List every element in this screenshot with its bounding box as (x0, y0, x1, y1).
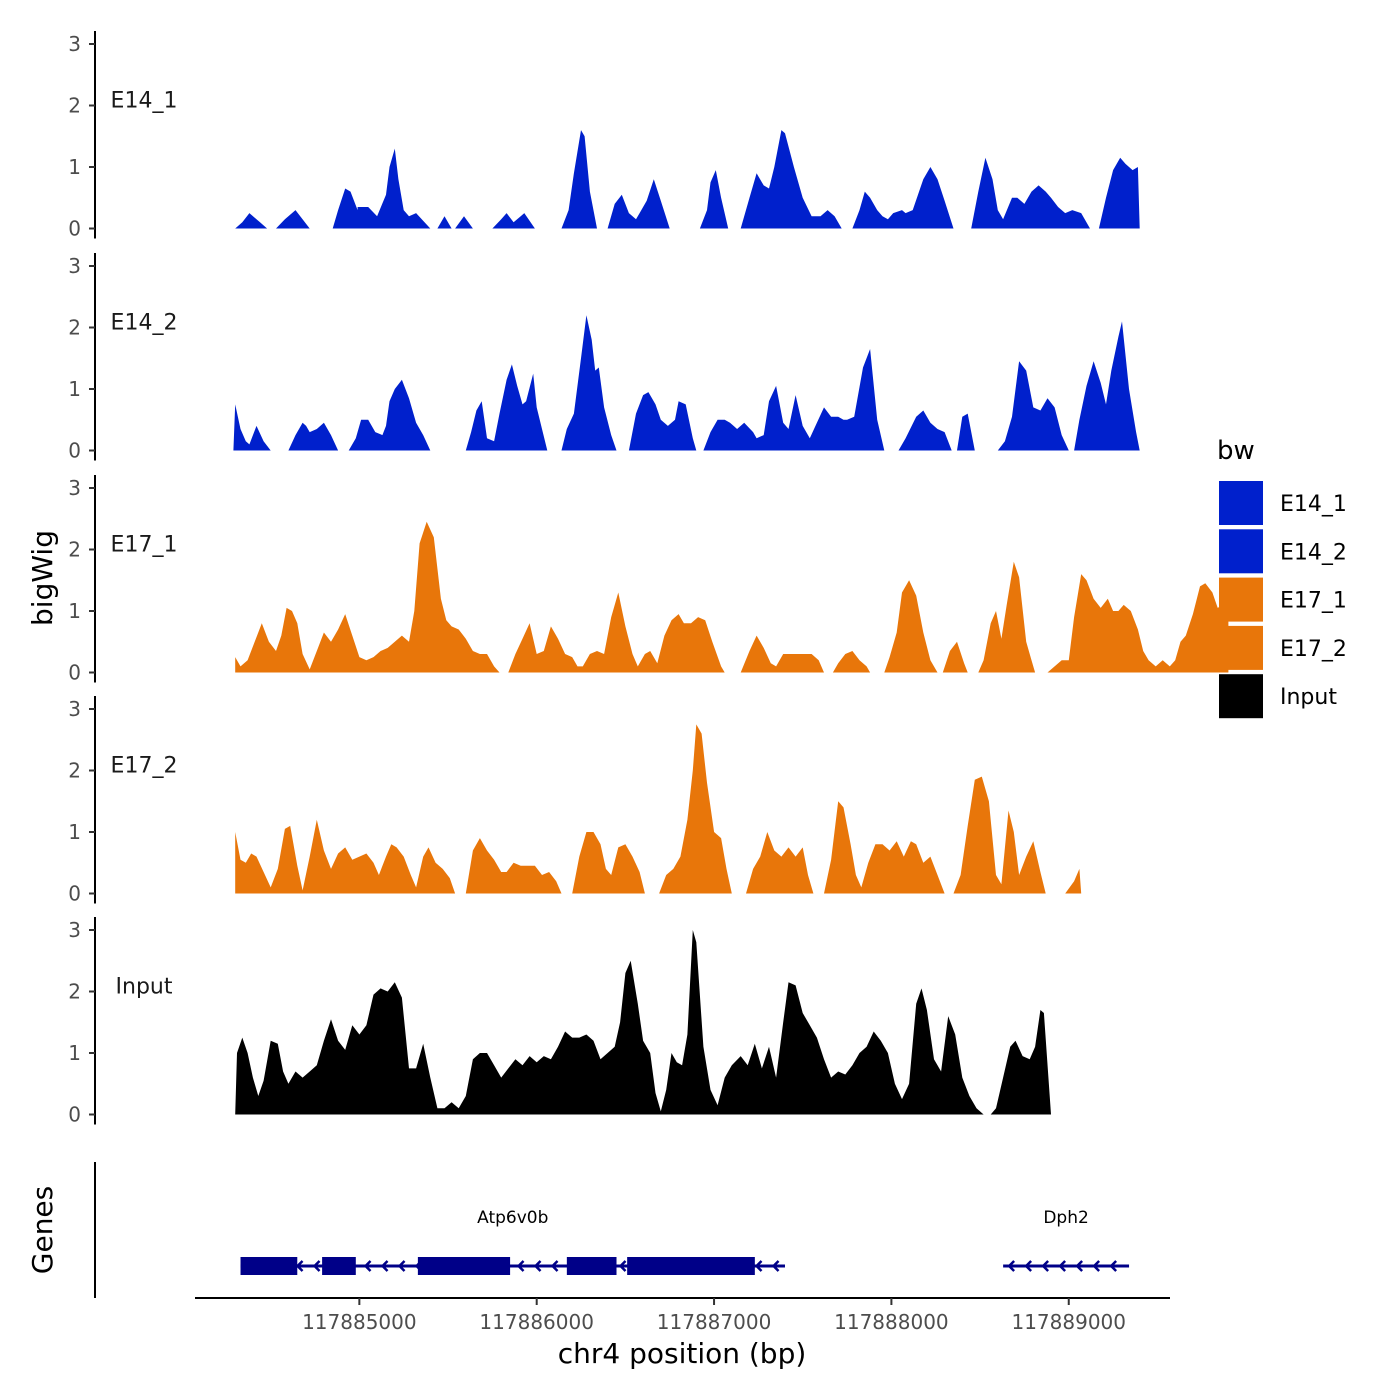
exon-block (322, 1257, 356, 1275)
strand-arrow (1058, 1260, 1067, 1272)
y-tick-label: 2 (68, 94, 81, 118)
gene-label: Dph2 (1043, 1208, 1088, 1228)
track-label: E17_2 (111, 753, 178, 778)
y-tick-label: 3 (68, 32, 81, 56)
legend-title: bw (1217, 436, 1255, 466)
x-tick-label: 117885000 (302, 1310, 417, 1334)
track-E14_2: 0 1 2 3 E14_2 (68, 253, 1140, 463)
coverage-area-E17_1 (235, 521, 1229, 673)
y-tick-label: 0 (68, 217, 81, 241)
x-tick-label: 117889000 (1011, 1310, 1126, 1334)
y-axis-title: bigWig (26, 530, 59, 626)
genes-panel-label: Genes (26, 1186, 59, 1274)
y-tick-label: 3 (68, 476, 81, 500)
y-tick-label: 1 (68, 1041, 81, 1065)
y-tick-label: 3 (68, 918, 81, 942)
strand-arrow (533, 1260, 542, 1272)
x-tick-label: 117888000 (834, 1310, 949, 1334)
coverage-area-Input (235, 930, 1051, 1115)
strand-arrow (363, 1260, 372, 1272)
y-tick-label: 2 (68, 980, 81, 1004)
strand-arrow (1109, 1260, 1118, 1272)
track-E14_1: 0 1 2 3 E14_1 (68, 31, 1140, 241)
legend-label: E17_2 (1280, 637, 1347, 662)
coverage-area-E14_1 (235, 130, 1140, 229)
track-label: E14_1 (111, 88, 178, 113)
coverage-area-E17_2 (235, 724, 1082, 894)
gene-Dph2: Dph2 (1003, 1208, 1130, 1272)
exon-block (240, 1257, 298, 1275)
track-label: E17_1 (111, 532, 178, 557)
strand-arrow (1024, 1260, 1033, 1272)
y-tick-label: 2 (68, 316, 81, 340)
strand-arrow (618, 1260, 627, 1272)
exon-block (417, 1257, 511, 1275)
strand-arrow (754, 1260, 763, 1272)
y-tick-label: 1 (68, 820, 81, 844)
genes-panel: Genes Atp6v0b Dph2 (26, 1162, 1130, 1298)
legend-swatch (1219, 625, 1263, 670)
y-tick-label: 0 (68, 1103, 81, 1127)
y-tick-label: 1 (68, 599, 81, 623)
y-tick-label: 2 (68, 538, 81, 562)
track-E17_1: 0 1 2 3 E17_1 (68, 475, 1229, 685)
x-axis: chr4 position (bp) 117885000 117886000 117… (195, 1297, 1170, 1370)
legend-swatch (1219, 529, 1263, 574)
strand-arrow (516, 1260, 525, 1272)
y-tick-label: 3 (68, 697, 81, 721)
legend-label: E17_1 (1280, 589, 1347, 614)
strand-arrow (380, 1260, 389, 1272)
y-tick-label: 0 (68, 882, 81, 906)
strand-arrow (771, 1260, 780, 1272)
y-tick-label: 0 (68, 439, 81, 463)
exon-block (627, 1257, 755, 1275)
legend-swatch (1219, 674, 1263, 719)
tracks-layer: 0 1 2 3 E14_1 0 1 2 3 E14_2 0 1 2 3 E17_1 0 1 2 3 E17_2 0 1 2 3… (68, 31, 1229, 1127)
strand-arrow (312, 1260, 321, 1272)
strand-arrow (1092, 1260, 1101, 1272)
track-Input: 0 1 2 3 Input (68, 917, 1051, 1127)
y-tick-label: 1 (68, 377, 81, 401)
strand-arrow (1075, 1260, 1084, 1272)
legend-swatch (1219, 481, 1263, 525)
exon-block (566, 1257, 617, 1275)
x-tick-label: 117886000 (479, 1310, 594, 1334)
strand-arrow (397, 1260, 406, 1272)
legend-label: E14_2 (1280, 540, 1347, 565)
x-axis-title: chr4 position (bp) (558, 1337, 807, 1370)
legend-label: Input (1280, 685, 1337, 710)
legend: bw E14_1 E14_2 E17_1 E17_2 Input (1217, 436, 1347, 719)
x-tick-label: 117887000 (657, 1310, 772, 1334)
track-E17_2: 0 1 2 3 E17_2 (68, 696, 1082, 906)
y-tick-label: 3 (68, 254, 81, 278)
y-tick-label: 0 (68, 661, 81, 685)
legend-label: E14_1 (1280, 492, 1347, 517)
strand-arrow (1041, 1260, 1050, 1272)
gene-label: Atp6v0b (477, 1208, 548, 1228)
y-tick-label: 2 (68, 759, 81, 783)
gene-Atp6v0b: Atp6v0b (240, 1208, 785, 1275)
legend-swatch (1219, 577, 1263, 622)
strand-arrow (295, 1260, 304, 1272)
y-tick-label: 1 (68, 155, 81, 179)
track-label: E14_2 (111, 310, 178, 335)
strand-arrow (550, 1260, 559, 1272)
coverage-area-E14_2 (233, 315, 1140, 451)
strand-arrow (1007, 1260, 1016, 1272)
track-label: Input (116, 974, 173, 999)
